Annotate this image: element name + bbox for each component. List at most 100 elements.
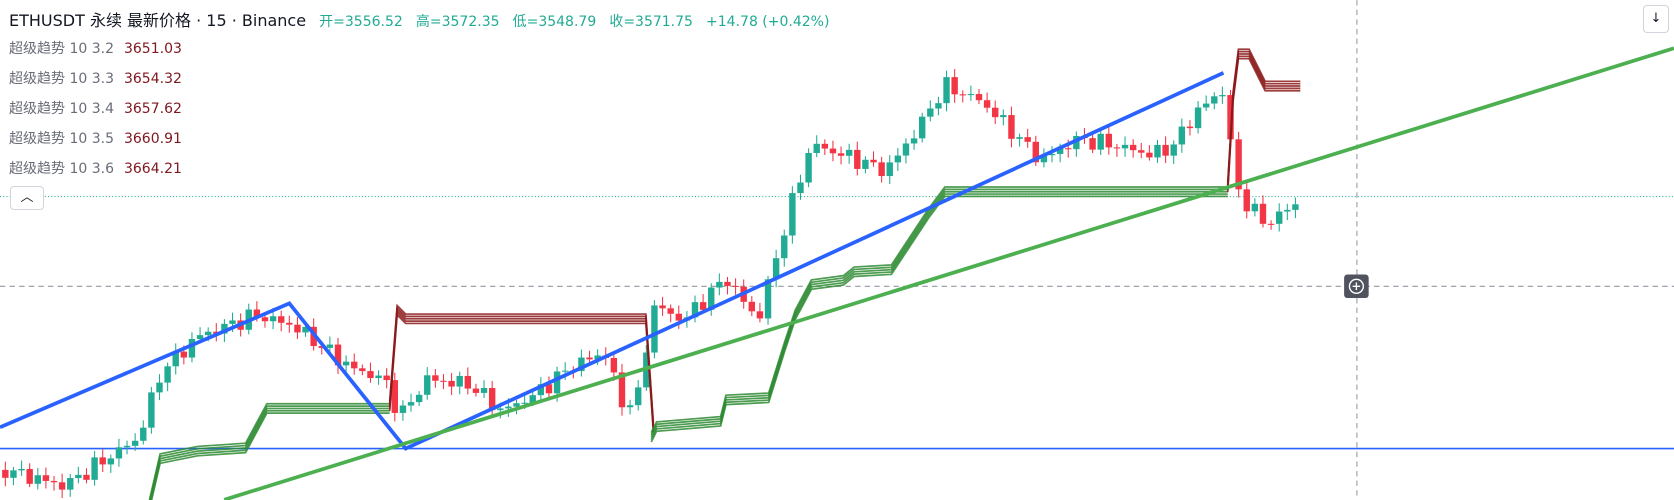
candle-body [1202, 103, 1210, 108]
candle-body [553, 371, 561, 394]
candle-body [407, 402, 415, 406]
candle-body [34, 475, 41, 484]
candle-body [1000, 115, 1007, 118]
candle-body [1275, 211, 1283, 224]
trend-line-green [223, 46, 1674, 500]
candle-body [415, 394, 423, 403]
candle-body [1008, 115, 1015, 139]
candle-body [748, 301, 756, 312]
candle-body [75, 474, 82, 479]
supertrend-band [650, 186, 1228, 433]
candle-body [1113, 147, 1121, 149]
candle-body [578, 357, 585, 372]
candle-body [164, 366, 171, 383]
candle-body [537, 384, 545, 396]
close: 收=3571.75 [609, 14, 693, 30]
candle-body [269, 316, 277, 322]
scroll-button[interactable]: ↓ [1643, 5, 1669, 33]
candle-body [359, 368, 366, 372]
indicator-row: 超级趋势 10 3.6 3664.21 [9, 158, 182, 188]
candle-body [1259, 203, 1267, 224]
candle-body [505, 406, 512, 409]
candle-body [813, 143, 820, 153]
candle-body [18, 468, 25, 471]
candle-body [326, 344, 334, 348]
candle-body [188, 339, 196, 358]
candle-body [383, 375, 390, 381]
candle-body [691, 302, 699, 318]
candle-body [42, 475, 50, 481]
candle-body [659, 305, 666, 309]
indicator-value: 3651.03 [123, 41, 182, 57]
candle-body [1040, 155, 1048, 163]
candle-body [1243, 189, 1250, 212]
indicator-value: 3664.21 [123, 161, 182, 177]
indicator-legend: 超级趋势 10 3.2 3651.03 超级趋势 10 3.3 3654.32 超级趋势… [9, 38, 182, 188]
candle-body [1121, 144, 1129, 149]
indicator-name: 超级趋势 10 3.5 [9, 131, 114, 147]
candle-body [424, 375, 431, 395]
supertrend-band [388, 312, 655, 433]
supertrend-band [650, 193, 1228, 440]
candle-body [805, 152, 812, 183]
candle-body [1186, 126, 1194, 129]
candle-body [1292, 204, 1299, 210]
candle-body [594, 355, 601, 360]
candle-body [675, 313, 682, 321]
indicator-name: 超级趋势 10 3.3 [9, 71, 114, 87]
symbol: ETHUSDT 永续 最新价格 · 15 · Binance [9, 11, 307, 30]
candle-body [1138, 150, 1145, 153]
candle-body [967, 94, 975, 96]
candle-body [1235, 139, 1242, 190]
candle-body [91, 457, 98, 480]
candle-body [521, 402, 528, 404]
indicator-value: 3657.62 [123, 101, 182, 117]
collapse-button[interactable]: ︿ [10, 186, 44, 210]
candle-body [699, 302, 707, 310]
header: ETHUSDT 永续 最新价格 · 15 · Binance 开=3556.52… [9, 7, 837, 31]
candle-body [67, 478, 74, 490]
candle-body [667, 308, 674, 314]
candle-body [440, 380, 447, 382]
candle-body [545, 384, 553, 394]
candle-body [351, 361, 358, 369]
candle-body [927, 108, 934, 117]
candle-body [610, 357, 618, 373]
open: 开=3556.52 [319, 14, 403, 30]
candle-body [1065, 148, 1072, 150]
candle-body [180, 351, 188, 358]
candle-body [1194, 107, 1202, 129]
candle-body [854, 149, 861, 169]
trend-line-blue [0, 71, 1225, 451]
candle-body [1024, 137, 1031, 142]
candle-body [732, 285, 739, 287]
candle-body [1170, 144, 1177, 156]
candle-body [561, 370, 569, 372]
candle-body [58, 482, 66, 490]
plus-icon [1348, 278, 1365, 294]
candle-body [1227, 95, 1234, 140]
plus-icon [1352, 282, 1361, 291]
supertrend-band [150, 412, 390, 500]
indicator-row: 超级趋势 10 3.5 3660.91 [9, 128, 182, 158]
candle-body [529, 395, 536, 403]
candle-body [432, 375, 439, 381]
candle-body [2, 469, 9, 478]
candle-body [618, 372, 626, 408]
candle-body [221, 323, 228, 334]
candle-body [123, 445, 131, 448]
candle-body [764, 279, 772, 319]
candle-body [797, 182, 804, 194]
candle-body [10, 470, 17, 478]
candle-body [375, 375, 382, 379]
candle-body [983, 100, 991, 108]
candle-body [488, 388, 496, 411]
candle-body [399, 405, 407, 413]
candle-body [992, 107, 999, 118]
candle-body [943, 77, 950, 104]
candle-body [1267, 223, 1275, 225]
candle-body [724, 281, 731, 286]
candle-body [959, 94, 966, 96]
indicator-value: 3654.32 [123, 71, 182, 87]
